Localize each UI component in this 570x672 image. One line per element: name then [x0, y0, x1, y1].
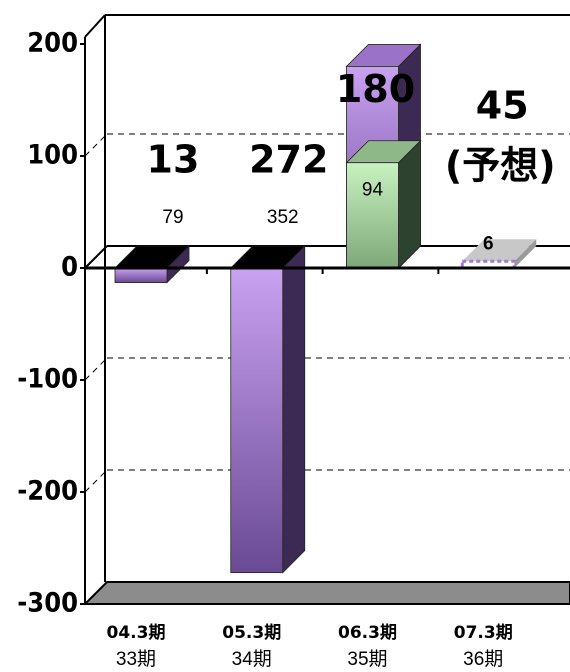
annotation: 45	[476, 84, 529, 128]
floor	[82, 581, 570, 605]
bar-side	[282, 245, 306, 574]
y-tick-label: 0	[61, 252, 78, 283]
bar-top	[462, 239, 537, 262]
value-label: 180	[336, 67, 415, 111]
side-wall-top	[84, 14, 106, 38]
y-tick-label: -200	[17, 476, 78, 507]
x-tick-label: 05.3期	[222, 623, 281, 643]
bar-front	[114, 267, 168, 283]
value-label: 13	[147, 138, 200, 182]
value-label: 94	[362, 180, 384, 201]
y-tick-label: -300	[17, 588, 78, 619]
x-tick-sublabel: 35期	[347, 648, 387, 670]
bar-side	[514, 239, 537, 268]
x-tick-sublabel: 36期	[463, 648, 503, 670]
y-tick-label: 200	[27, 28, 78, 59]
x-tick-label: 07.3期	[454, 623, 513, 643]
annotation: 352	[267, 207, 299, 228]
bar-front	[230, 267, 284, 574]
y-tick-label: -100	[17, 364, 78, 395]
annotation: (予想)	[445, 144, 556, 188]
y-tick-label: 100	[27, 140, 78, 171]
x-tick-label: 06.3期	[338, 623, 397, 643]
x-tick-sublabel: 34期	[232, 648, 272, 670]
grid-line	[84, 357, 108, 381]
zero-plane-side	[84, 245, 108, 269]
x-tick-sublabel: 33期	[116, 648, 156, 670]
bar-front	[346, 162, 399, 269]
grid-line	[84, 469, 108, 493]
annotation: 79	[162, 207, 183, 228]
grid-line	[84, 133, 108, 157]
x-tick-label: 04.3期	[107, 623, 166, 643]
value-label: 272	[249, 138, 328, 182]
value-label: 6	[483, 234, 494, 255]
